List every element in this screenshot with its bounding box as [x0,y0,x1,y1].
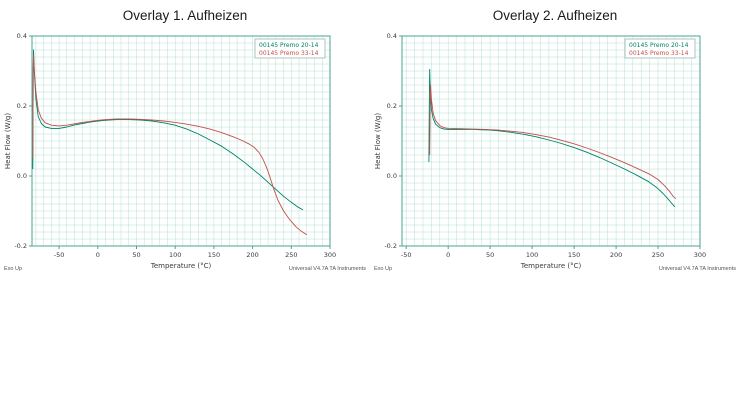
svg-text:Temperature (°C): Temperature (°C) [150,262,212,270]
chart-panel-first-heating: Overlay 1. Aufheizen -50 0 50 100 150 200 250 3… [0,0,370,272]
chart-footer: Exo Up Universal V4.7A TA Instruments [0,266,370,272]
svg-text:200: 200 [610,251,622,259]
svg-text:0.4: 0.4 [387,32,397,40]
chart-title: Overlay 1. Aufheizen [122,8,248,23]
svg-text:Heat Flow (W/g): Heat Flow (W/g) [374,113,382,169]
dsc-chart-second-heating: -50 0 50 100 150 200 250 300 -0.2 0.0 0.2 0.4 Temper… [374,32,706,270]
svg-text:50: 50 [132,251,140,259]
svg-text:0.2: 0.2 [17,102,27,110]
svg-text:00145 Premo 20-14: 00145 Premo 20-14 [629,42,689,49]
svg-text:-50: -50 [401,251,412,259]
exo-up-label: Exo Up [4,266,23,272]
svg-text:00145 Premo 20-14: 00145 Premo 20-14 [259,42,319,49]
svg-text:250: 250 [652,251,664,259]
dsc-chart-first-heating: -50 0 50 100 150 200 250 300 -0.2 0.0 0.2 0.4 Temper… [4,32,336,270]
charts-container: Overlay 1. Aufheizen -50 0 50 100 150 200 250 3… [0,0,740,272]
svg-text:300: 300 [694,251,706,259]
svg-text:0.0: 0.0 [17,172,27,180]
svg-text:100: 100 [526,251,538,259]
svg-text:00145 Premo 33-14: 00145 Premo 33-14 [259,50,319,57]
chart-panel-second-heating: Overlay 2. Aufheizen -50 0 50 100 150 200 250 3… [370,0,740,272]
svg-text:0: 0 [446,251,450,259]
svg-text:-50: -50 [54,251,65,259]
svg-text:50: 50 [486,251,494,259]
exo-up-label: Exo Up [374,266,393,272]
svg-text:0.4: 0.4 [17,32,27,40]
svg-text:-0.2: -0.2 [14,242,27,250]
instrument-label: Universal V4.7A TA Instruments [658,266,736,272]
svg-text:-0.2: -0.2 [384,242,397,250]
svg-text:Temperature (°C): Temperature (°C) [520,262,582,270]
instrument-label: Universal V4.7A TA Instruments [288,266,366,272]
svg-text:00145 Premo 33-14: 00145 Premo 33-14 [629,50,689,57]
svg-text:0: 0 [96,251,100,259]
svg-text:250: 250 [285,251,297,259]
svg-text:200: 200 [246,251,258,259]
svg-text:150: 150 [568,251,580,259]
chart-footer: Exo Up Universal V4.7A TA Instruments [370,266,740,272]
svg-text:150: 150 [208,251,220,259]
svg-text:100: 100 [169,251,181,259]
svg-text:0.2: 0.2 [387,102,397,110]
svg-text:Heat Flow (W/g): Heat Flow (W/g) [4,113,12,169]
chart-title: Overlay 2. Aufheizen [492,8,618,23]
svg-text:300: 300 [324,251,336,259]
svg-text:0.0: 0.0 [387,172,397,180]
